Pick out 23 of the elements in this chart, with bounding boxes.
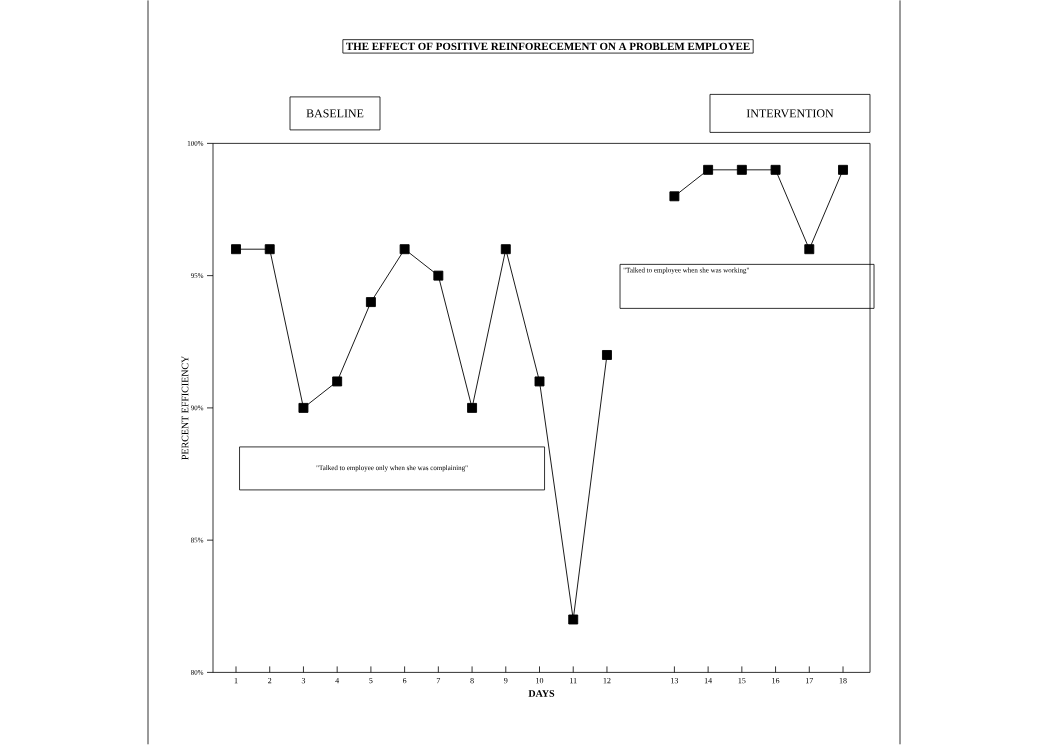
point <box>433 270 444 281</box>
y-axis-title: PERCENT EFFICIENCY <box>181 356 189 460</box>
point <box>399 244 410 255</box>
point <box>703 164 714 175</box>
point <box>838 164 848 175</box>
point <box>264 244 275 255</box>
point <box>770 164 781 175</box>
chart-title: THE EFFECT OF POSITIVE REINFORECEMENT ON A PROBLEM EMPLOYEE <box>346 42 750 51</box>
point <box>298 403 309 413</box>
point <box>500 244 511 255</box>
point <box>804 244 815 255</box>
point <box>467 403 478 413</box>
point <box>568 614 579 625</box>
point <box>736 164 747 175</box>
text: BASELINE <box>306 109 364 118</box>
text: INTERVENTION <box>746 109 834 118</box>
point <box>365 297 376 308</box>
point <box>231 244 241 255</box>
point <box>669 191 680 202</box>
x-axis-title: DAYS <box>528 690 555 697</box>
point <box>534 376 545 387</box>
point <box>602 350 612 361</box>
point <box>332 376 343 387</box>
